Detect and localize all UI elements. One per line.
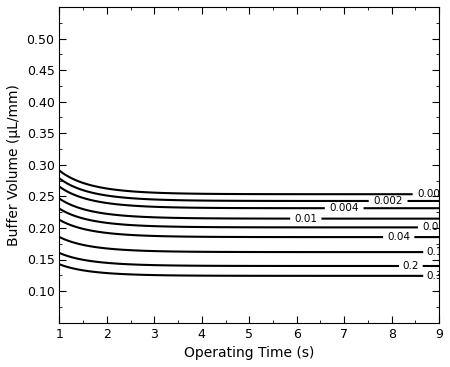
Text: 0.001: 0.001 (417, 189, 447, 199)
Text: 0.04: 0.04 (387, 232, 410, 242)
Text: 0.01: 0.01 (294, 214, 317, 224)
Y-axis label: Buffer Volume (μL/mm): Buffer Volume (μL/mm) (7, 84, 21, 246)
X-axis label: Operating Time (s): Operating Time (s) (184, 346, 315, 360)
Text: 0.002: 0.002 (374, 196, 403, 206)
Text: 0.1: 0.1 (427, 247, 443, 257)
Text: 0.3: 0.3 (427, 271, 443, 281)
Text: 0.2: 0.2 (403, 261, 419, 271)
Text: 0.004: 0.004 (329, 203, 359, 213)
Text: 0.02: 0.02 (422, 222, 445, 232)
